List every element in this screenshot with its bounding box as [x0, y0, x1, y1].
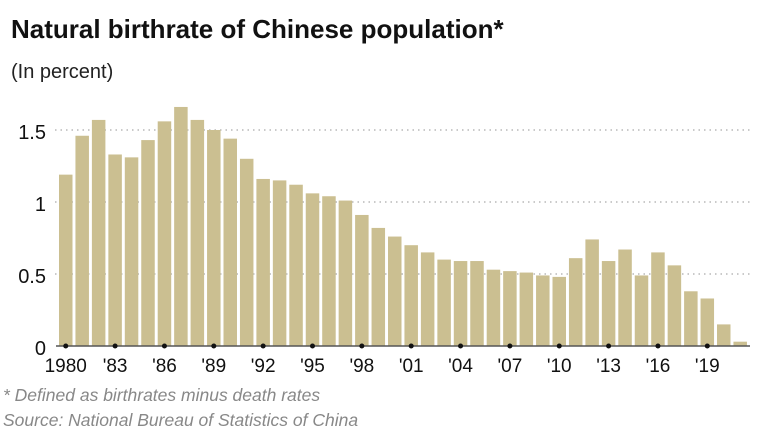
bar-2002	[420, 252, 435, 346]
x-tick-label: '83	[103, 356, 128, 377]
x-tick-dot	[112, 343, 118, 349]
chart-subtitle: (In percent)	[11, 61, 114, 83]
x-tick-dot	[310, 343, 315, 349]
bar-2001	[404, 245, 418, 346]
bar-2009	[536, 275, 550, 346]
x-tick-dot	[63, 343, 69, 349]
bar-1991	[239, 158, 254, 346]
bar-1982	[91, 119, 106, 346]
bar-2020	[717, 324, 731, 346]
bar-2008	[519, 272, 534, 346]
x-tick-dot	[161, 343, 167, 349]
bar-2007	[503, 271, 517, 346]
bar-2012	[585, 239, 599, 346]
bar-2017	[667, 265, 682, 346]
x-tick-label: '92	[251, 356, 276, 377]
bar-2014	[618, 249, 632, 346]
bar-1993	[272, 180, 287, 346]
x-tick-dot	[655, 343, 661, 349]
x-tick-label: '89	[201, 356, 226, 377]
bar-1987	[174, 106, 188, 347]
source-note: Source: National Bureau of Statistics of…	[3, 410, 359, 430]
chart-title: Natural birthrate of Chinese population*	[11, 14, 504, 44]
y-tick-label: 0.5	[18, 266, 46, 288]
bar-2021	[733, 341, 747, 346]
bar-1992	[256, 178, 270, 346]
y-tick-label: 1	[35, 194, 46, 216]
y-tick-label: 0	[35, 338, 46, 360]
x-tick-label: '01	[399, 356, 424, 377]
bar-1990	[223, 138, 237, 346]
bar-1997	[338, 200, 353, 346]
x-tick-label: '16	[646, 356, 671, 377]
x-tick-dot	[211, 343, 217, 349]
bar-1986	[157, 121, 172, 346]
bar-1999	[371, 227, 386, 346]
bar-2013	[601, 261, 616, 346]
x-tick-dot	[556, 343, 562, 349]
x-tick-dot	[507, 343, 513, 349]
bar-1985	[141, 140, 155, 346]
x-tick-label: '10	[547, 356, 572, 377]
x-tick-dot	[606, 343, 612, 349]
x-tick-label: '07	[498, 356, 523, 377]
bar-2004	[453, 261, 468, 346]
x-tick-label: '98	[349, 356, 374, 377]
bar-2006	[486, 269, 501, 346]
bar-2016	[651, 252, 665, 346]
bar-1981	[75, 135, 89, 346]
bar-1998	[355, 214, 369, 346]
bar-1994	[289, 184, 303, 346]
bar-2000	[388, 236, 402, 346]
bar-2015	[634, 275, 649, 346]
bar-2010	[552, 276, 566, 346]
x-tick-label: '19	[695, 356, 720, 377]
x-tick-label: 1980	[45, 356, 87, 377]
bar-1988	[190, 119, 205, 346]
x-tick-dot	[260, 343, 266, 349]
x-tick-dot	[704, 343, 710, 349]
x-tick-label: '13	[596, 356, 621, 377]
x-tick-dot	[458, 343, 464, 349]
bar-1996	[322, 196, 336, 346]
bar-2011	[568, 258, 583, 346]
x-tick-label: '95	[300, 356, 325, 377]
x-tick-label: '04	[448, 356, 473, 377]
bar-2005	[470, 261, 484, 346]
footnote: * Defined as birthrates minus death rate…	[3, 385, 321, 405]
bar-2018	[684, 291, 698, 346]
bar-1995	[305, 193, 320, 346]
bar-1989	[207, 130, 221, 346]
bar-1983	[108, 154, 122, 346]
bar-1984	[124, 157, 139, 346]
bar-1980	[59, 174, 73, 346]
bar-2003	[437, 259, 451, 346]
x-tick-dot	[408, 343, 414, 349]
y-tick-label: 1.5	[18, 122, 46, 144]
x-tick-label: '86	[152, 356, 177, 377]
x-tick-dot	[359, 343, 365, 349]
bar-2019	[700, 298, 715, 346]
